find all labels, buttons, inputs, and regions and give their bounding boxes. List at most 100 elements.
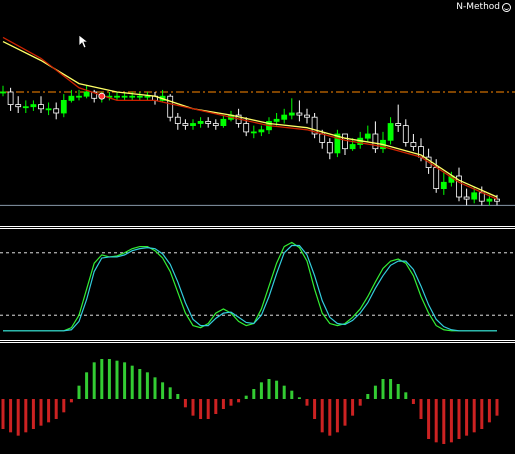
candle-body bbox=[83, 91, 90, 97]
candle-body bbox=[53, 108, 60, 114]
histogram-pane[interactable] bbox=[0, 343, 515, 454]
histogram-bar bbox=[442, 399, 446, 444]
stochastic-pane[interactable] bbox=[0, 228, 515, 340]
histogram-bar bbox=[62, 399, 66, 413]
histogram-bar bbox=[259, 382, 263, 399]
candle-body bbox=[395, 123, 402, 126]
smiley-icon bbox=[502, 3, 511, 12]
candle-body bbox=[273, 118, 280, 122]
candle-body bbox=[22, 106, 29, 109]
histogram-chart-svg bbox=[1, 359, 499, 444]
histogram-bar bbox=[320, 399, 324, 433]
histogram-bar bbox=[77, 385, 81, 399]
ma_fast-line bbox=[2, 41, 498, 198]
candle-body bbox=[45, 108, 52, 111]
candle-body bbox=[91, 91, 98, 99]
candle-body bbox=[205, 121, 212, 124]
histogram-bar bbox=[313, 399, 317, 419]
histogram-bar bbox=[351, 399, 355, 416]
histogram-bar bbox=[343, 399, 347, 426]
histogram-bar bbox=[161, 382, 165, 399]
histogram-bar bbox=[335, 399, 339, 433]
candle-body bbox=[364, 133, 371, 139]
candle-body bbox=[319, 133, 326, 143]
histogram-bar bbox=[31, 399, 35, 429]
candle-body bbox=[296, 112, 303, 116]
candle-body bbox=[7, 91, 14, 105]
histogram-bar bbox=[16, 399, 20, 436]
histogram-bar bbox=[47, 399, 51, 423]
pane-separator-top-2 bbox=[0, 228, 515, 229]
candle-body bbox=[197, 121, 204, 124]
candle-body bbox=[311, 116, 318, 135]
histogram-bar bbox=[123, 362, 127, 399]
candle-body bbox=[167, 95, 174, 118]
histogram-bar bbox=[404, 392, 408, 399]
candle-body bbox=[136, 95, 143, 98]
histogram-bar bbox=[465, 399, 469, 436]
histogram-bar bbox=[183, 399, 187, 408]
candle-body bbox=[114, 95, 120, 98]
histogram-bar bbox=[290, 390, 294, 399]
candle-body bbox=[68, 95, 75, 101]
brand-text: N-Method bbox=[456, 2, 500, 12]
histogram-bar bbox=[434, 399, 438, 443]
histogram-bar bbox=[107, 359, 111, 399]
histogram-bar bbox=[138, 369, 142, 399]
candle-body bbox=[334, 133, 341, 154]
candle-body bbox=[440, 181, 447, 190]
histogram-bar bbox=[373, 385, 377, 399]
ma_slow-line bbox=[2, 36, 498, 200]
histogram-bar bbox=[206, 399, 210, 419]
pane-separator-bottom[interactable] bbox=[0, 340, 515, 341]
candle-body bbox=[471, 192, 478, 200]
histogram-bar bbox=[237, 399, 241, 403]
brand-label: N-Method bbox=[456, 2, 511, 13]
histogram-bar bbox=[168, 387, 172, 399]
histogram-bar bbox=[39, 399, 43, 426]
histogram-bar bbox=[381, 379, 385, 399]
candle-body bbox=[129, 95, 136, 98]
histogram-bar bbox=[427, 399, 431, 439]
candle-body bbox=[38, 104, 44, 110]
candle-body bbox=[349, 144, 356, 150]
histogram-bar bbox=[1, 399, 5, 429]
pane-separator-top[interactable] bbox=[0, 226, 515, 227]
candle-body bbox=[250, 131, 257, 134]
candle-body bbox=[190, 123, 196, 126]
signal-marker bbox=[98, 92, 106, 100]
histogram-bar bbox=[176, 394, 180, 399]
histogram-bar bbox=[480, 399, 484, 429]
price-pane[interactable] bbox=[0, 0, 515, 226]
histogram-bar bbox=[328, 399, 332, 436]
candle-body bbox=[326, 141, 333, 154]
histogram-bar bbox=[115, 360, 119, 399]
candle-body bbox=[243, 123, 250, 133]
histogram-bar bbox=[366, 394, 370, 399]
candle-body bbox=[288, 112, 295, 116]
candle-body bbox=[387, 123, 394, 141]
candle-body bbox=[30, 104, 37, 108]
candle-body bbox=[15, 104, 22, 108]
histogram-bar bbox=[191, 399, 195, 416]
histogram-bar bbox=[153, 377, 157, 399]
histogram-bar bbox=[54, 399, 58, 419]
candle-body bbox=[410, 141, 417, 147]
histogram-bar bbox=[229, 399, 233, 406]
histogram-bar bbox=[92, 362, 96, 399]
candle-body bbox=[478, 192, 485, 202]
histogram-bar bbox=[396, 384, 400, 399]
histogram-bar bbox=[411, 399, 415, 404]
histogram-bar bbox=[457, 399, 461, 439]
histogram-bar bbox=[69, 399, 73, 403]
histogram-bar bbox=[24, 399, 28, 433]
candle-body bbox=[182, 123, 189, 126]
candle-body bbox=[144, 95, 151, 98]
stochastic-chart-svg bbox=[0, 241, 515, 332]
histogram-bar bbox=[358, 399, 362, 406]
histogram-bar bbox=[214, 399, 218, 414]
histogram-bar bbox=[495, 399, 499, 416]
candle-body bbox=[0, 91, 6, 94]
candle-body bbox=[76, 95, 82, 98]
